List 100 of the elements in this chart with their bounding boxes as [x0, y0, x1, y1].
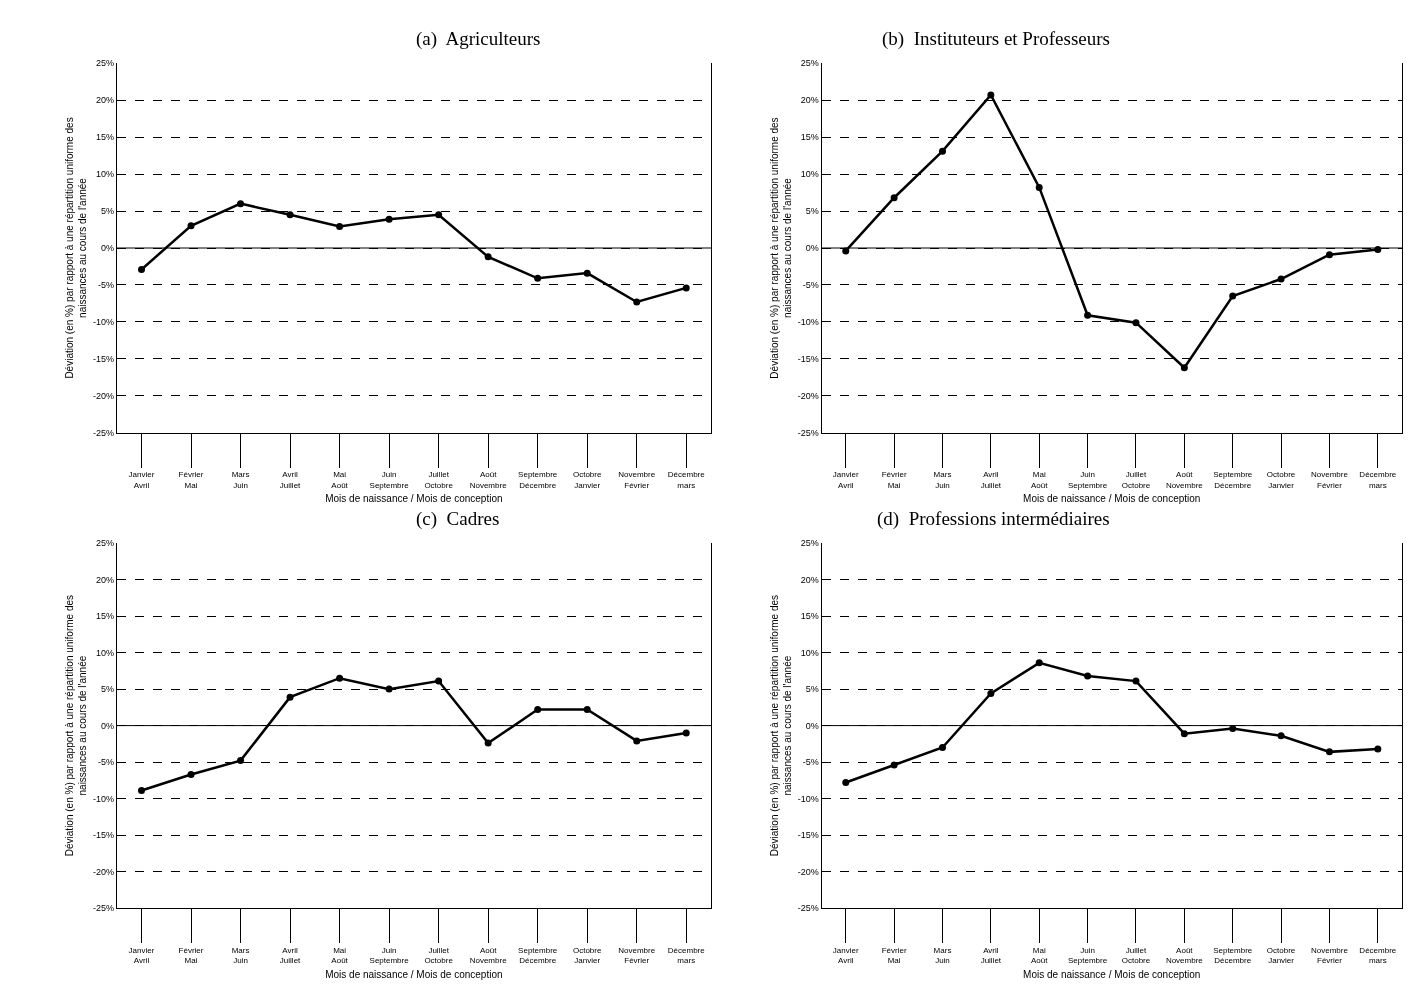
y-tick-label: -10%	[92, 793, 114, 804]
point	[583, 706, 591, 714]
y-tick-label: 5%	[805, 684, 819, 695]
x-tick-label: Novembre Février	[1311, 470, 1349, 490]
point	[385, 685, 393, 693]
x-tick-label: Janvier Avril	[128, 470, 155, 490]
point	[1277, 275, 1285, 283]
x-tick-label: Septembre Décembre	[1213, 945, 1253, 965]
x-tick-label: Octobre Janvier	[1266, 945, 1296, 965]
y-tick-label: -25%	[92, 427, 114, 438]
y-tick-label: -10%	[92, 317, 114, 328]
x-tick-label: Septembre Décembre	[1213, 470, 1253, 490]
y-tick-label: -25%	[797, 903, 819, 914]
point	[336, 674, 344, 682]
point	[987, 690, 995, 697]
y-tick-label: 15%	[800, 611, 819, 622]
x-tick-label: Octobre Janvier	[1266, 470, 1296, 490]
y-tick-label: 5%	[805, 206, 819, 217]
point	[336, 223, 344, 231]
x-tick-label: Juillet Octobre	[424, 945, 454, 965]
point	[1132, 319, 1140, 327]
point	[286, 211, 294, 219]
point	[633, 737, 641, 745]
point	[1084, 672, 1092, 680]
x-tick-label: Mai Août	[1031, 945, 1049, 965]
y-tick-label: -15%	[797, 354, 819, 365]
y-tick-label: 20%	[95, 95, 114, 106]
x-tick-label: Août Novembre	[469, 945, 508, 965]
y-tick-label: 0%	[100, 243, 114, 254]
y-tick-label: 25%	[800, 58, 819, 69]
y-tick-label: -5%	[802, 280, 819, 291]
chart-title: (c) Cadres	[416, 508, 500, 530]
y-tick-label: -20%	[92, 390, 114, 401]
point	[187, 222, 195, 230]
x-axis-title: Mois de naissance / Mois de conception	[1023, 968, 1201, 980]
x-axis-title: Mois de naissance / Mois de conception	[325, 968, 503, 980]
point	[435, 211, 443, 219]
x-tick-label: Décembre mars	[1359, 945, 1397, 965]
point	[1132, 677, 1140, 685]
point	[1277, 732, 1285, 740]
point	[1084, 311, 1092, 319]
point	[1374, 745, 1382, 753]
y-tick-label: 20%	[800, 574, 819, 585]
point	[682, 284, 690, 292]
x-tick-label: Juillet Octobre	[1121, 945, 1151, 965]
y-tick-label: 25%	[95, 58, 114, 69]
y-tick-label: 10%	[800, 647, 819, 658]
x-tick-label: Juin Septembre	[369, 470, 410, 490]
chart-title: (b) Instituteurs et Professeurs	[882, 28, 1110, 50]
y-tick-label: 25%	[800, 538, 819, 549]
point	[1035, 183, 1043, 191]
point	[534, 706, 542, 714]
x-tick-label: Mai Août	[331, 470, 349, 490]
point	[385, 215, 393, 223]
x-tick-label: Décembre mars	[667, 470, 706, 490]
point	[534, 274, 542, 282]
x-tick-label: Décembre mars	[667, 945, 706, 965]
y-tick-label: -5%	[802, 757, 819, 768]
y-tick-label: 10%	[95, 647, 114, 658]
x-tick-label: Février Mai	[178, 945, 204, 965]
y-tick-label: 20%	[800, 95, 819, 106]
x-tick-label: Mai Août	[1031, 470, 1049, 490]
point	[1229, 292, 1237, 300]
x-tick-label: Mai Août	[331, 945, 349, 965]
y-axis-title: Déviation (en %) par rapport à une répartition uniforme des naissances au cours de l'année	[63, 594, 88, 857]
point	[1229, 725, 1237, 733]
y-tick-label: 15%	[95, 132, 114, 143]
x-tick-label: Avril Juillet	[980, 470, 1002, 490]
y-tick-label: 15%	[95, 611, 114, 622]
point	[682, 729, 690, 737]
x-tick-label: Septembre Décembre	[518, 470, 558, 490]
point	[987, 91, 995, 99]
point	[1325, 748, 1333, 756]
x-tick-label: Novembre Février	[1311, 945, 1349, 965]
x-tick-label: Mars Juin	[231, 945, 250, 965]
y-tick-label: 20%	[95, 574, 114, 585]
x-tick-label: Janvier Avril	[832, 470, 859, 490]
x-tick-label: Mars Juin	[933, 470, 952, 490]
y-tick-label: 5%	[100, 206, 114, 217]
y-axis-title: Déviation (en %) par rapport à une répartition uniforme des naissances au cours de l'année	[63, 117, 88, 379]
x-tick-label: Avril Juillet	[279, 470, 302, 490]
y-tick-label: 0%	[100, 720, 114, 731]
y-tick-label: -20%	[797, 866, 819, 877]
x-tick-label: Juin Septembre	[369, 945, 410, 965]
point	[938, 743, 946, 751]
y-tick-label: 0%	[805, 243, 819, 254]
point	[1180, 364, 1188, 372]
y-axis-title: Déviation (en %) par rapport à une répartition uniforme des naissances au cours de l'année	[768, 117, 793, 379]
y-tick-label: 10%	[800, 169, 819, 180]
x-axis-title: Mois de naissance / Mois de conception	[325, 493, 503, 505]
x-tick-label: Mars Juin	[933, 945, 952, 965]
x-tick-label: Août Novembre	[1165, 945, 1204, 965]
point	[484, 253, 492, 261]
x-tick-label: Août Novembre	[1165, 470, 1204, 490]
y-tick-label: -15%	[92, 830, 114, 841]
x-tick-label: Novembre Février	[618, 945, 656, 965]
point	[1325, 251, 1333, 259]
x-tick-label: Février Mai	[881, 470, 907, 490]
chart-title: (d) Professions intermédiaires	[877, 508, 1110, 530]
y-tick-label: -25%	[92, 903, 114, 914]
